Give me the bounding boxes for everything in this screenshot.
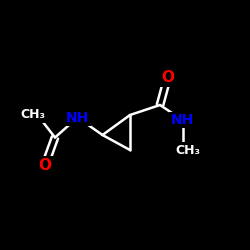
Text: O: O xyxy=(161,70,174,85)
Text: NH: NH xyxy=(66,110,89,124)
Text: CH₃: CH₃ xyxy=(175,144,200,156)
Text: NH: NH xyxy=(171,113,194,127)
Text: O: O xyxy=(38,158,52,172)
Text: CH₃: CH₃ xyxy=(20,108,45,122)
